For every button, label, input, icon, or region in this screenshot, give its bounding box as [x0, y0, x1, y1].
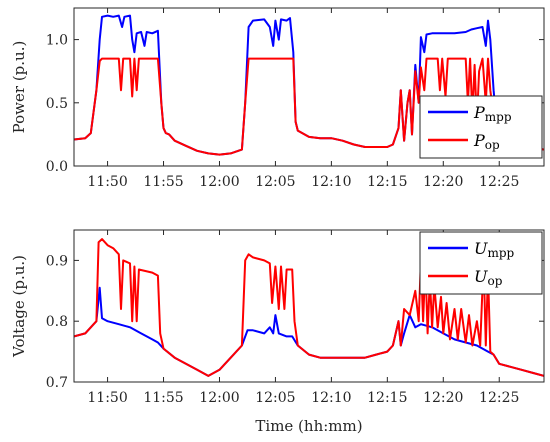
- power-legend-pop-subscript: op: [485, 138, 500, 152]
- power-x-tick-label: 11:50: [87, 174, 127, 190]
- voltage-x-tick-label: 12:00: [199, 390, 239, 406]
- voltage-series-uop-line: [74, 238, 544, 377]
- voltage-y-tick-label: 0.9: [46, 253, 68, 269]
- voltage-legend-umpp-symbol: U: [474, 239, 488, 258]
- power-x-tick-label: 12:25: [479, 174, 519, 190]
- power-y-axis-label: Power (p.u.): [10, 41, 28, 134]
- voltage-legend-label-uop: Uop: [474, 267, 503, 288]
- power-x-tick-label: 12:10: [311, 174, 351, 190]
- voltage-legend-label-umpp: Umpp: [474, 239, 515, 260]
- power-legend-label-pmpp: Pmpp: [473, 103, 512, 124]
- voltage-x-tick-label: 11:55: [143, 390, 183, 406]
- voltage-plot-area: [74, 238, 544, 377]
- voltage-y-tick-label: 0.7: [46, 375, 68, 391]
- voltage-y-tick-label: 0.8: [46, 314, 68, 330]
- power-legend-pmpp-symbol: P: [473, 103, 485, 122]
- voltage-legend-uop-subscript: op: [487, 274, 502, 288]
- power-legend-pop-symbol: P: [473, 131, 485, 150]
- voltage-x-tick-label: 12:10: [311, 390, 351, 406]
- power-y-tick-label: 1.0: [46, 33, 68, 49]
- voltage-x-axis-label: Time (hh:mm): [255, 417, 362, 435]
- power-legend-pmpp-subscript: mpp: [485, 110, 512, 124]
- power-x-tick-label: 11:55: [143, 174, 183, 190]
- voltage-legend-umpp-subscript: mpp: [487, 246, 514, 260]
- voltage-x-tick-label: 12:05: [255, 390, 295, 406]
- voltage-chart: 11:50 11:55 12:00 12:05 12:10 12:15 12:20 12:25…: [10, 229, 545, 435]
- voltage-legend-box: [419, 231, 543, 295]
- power-chart: 11:50 11:55 12:00 12:05 12:10 12:15 12:20 12:25…: [10, 7, 545, 190]
- power-legend-label-pop: Pop: [473, 131, 500, 152]
- power-x-tick-label: 12:05: [255, 174, 295, 190]
- power-x-tick-label: 12:20: [423, 174, 463, 190]
- voltage-axes-box: [73, 229, 545, 383]
- voltage-legend: Umpp Uop: [419, 231, 543, 295]
- voltage-y-axis-label: Voltage (p.u.): [10, 255, 28, 358]
- power-series-pmpp-line: [74, 14, 544, 156]
- voltage-y-ticks: 0.7 0.8 0.9: [46, 253, 544, 391]
- voltage-legend-uop-symbol: U: [474, 267, 488, 286]
- power-y-tick-label: 0.5: [46, 96, 68, 112]
- power-legend: Pmpp Pop: [419, 95, 543, 159]
- power-x-tick-label: 12:00: [199, 174, 239, 190]
- power-y-tick-label: 0.0: [46, 159, 68, 175]
- voltage-x-tick-label: 11:50: [87, 390, 127, 406]
- power-x-ticks: 11:50 11:55 12:00 12:05 12:10 12:15 12:20 12:25: [87, 8, 519, 190]
- power-legend-box: [419, 95, 543, 159]
- power-axes-box: [73, 7, 545, 167]
- voltage-x-ticks: 11:50 11:55 12:00 12:05 12:10 12:15 12:20 12:25: [87, 230, 519, 406]
- voltage-x-tick-label: 12:25: [479, 390, 519, 406]
- power-x-tick-label: 12:15: [367, 174, 407, 190]
- voltage-x-tick-label: 12:15: [367, 390, 407, 406]
- voltage-x-tick-label: 12:20: [423, 390, 463, 406]
